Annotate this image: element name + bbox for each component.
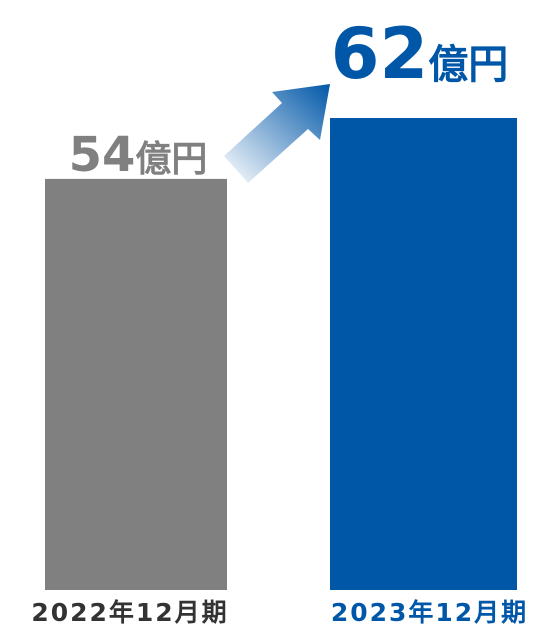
growth-arrow-icon	[224, 84, 330, 183]
bar-2022	[45, 178, 227, 590]
value-label-2023: 62億円	[331, 13, 508, 95]
value-unit-2022: 億円	[135, 139, 207, 180]
category-label-2022: 2022年12月期	[31, 598, 228, 627]
category-label-2023: 2023年12月期	[331, 598, 528, 627]
value-unit-2023: 億円	[428, 42, 508, 88]
value-label-2022: 54億円	[69, 127, 208, 183]
bar-2023	[330, 118, 517, 590]
value-number-2023: 62	[331, 13, 428, 95]
value-number-2022: 54	[69, 127, 136, 183]
